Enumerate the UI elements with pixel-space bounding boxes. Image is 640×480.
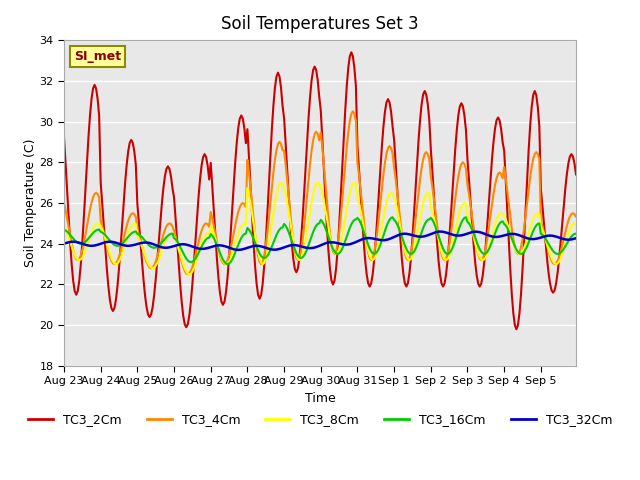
Y-axis label: Soil Temperature (C): Soil Temperature (C) xyxy=(24,139,36,267)
Text: SI_met: SI_met xyxy=(74,50,122,63)
Title: Soil Temperatures Set 3: Soil Temperatures Set 3 xyxy=(221,15,419,33)
Legend: TC3_2Cm, TC3_4Cm, TC3_8Cm, TC3_16Cm, TC3_32Cm: TC3_2Cm, TC3_4Cm, TC3_8Cm, TC3_16Cm, TC3… xyxy=(23,408,617,432)
X-axis label: Time: Time xyxy=(305,392,335,405)
